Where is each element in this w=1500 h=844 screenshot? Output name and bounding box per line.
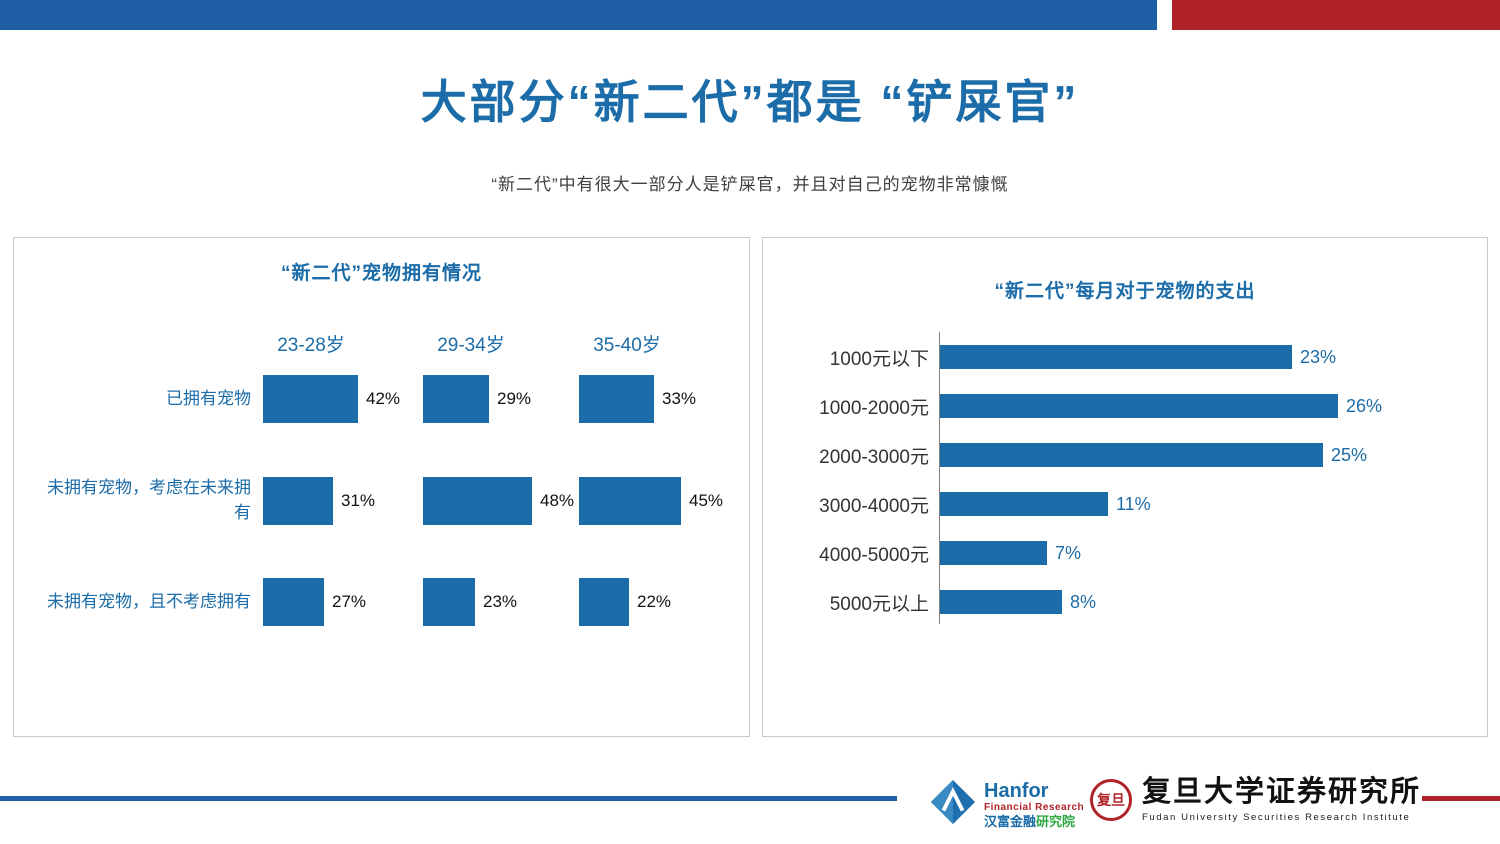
fudan-english-name: Fudan University Securities Research Ins… (1142, 811, 1411, 823)
spending-value-label: 8% (1070, 591, 1097, 612)
ownership-value-label: 22% (637, 592, 672, 611)
spending-category-label: 1000元以下 (829, 348, 929, 370)
ownership-value-label: 23% (483, 592, 518, 611)
spending-value-label: 11% (1116, 493, 1151, 514)
ownership-bar (579, 477, 681, 525)
spending-category-label: 1000-2000元 (819, 397, 929, 419)
spending-value-label: 7% (1055, 542, 1082, 563)
ownership-value-label: 33% (662, 389, 697, 408)
ownership-bar (263, 375, 358, 423)
hanfor-logo: Hanfor Financial Research 汉富金融研究院 (930, 779, 1084, 830)
spending-bar (940, 443, 1323, 467)
ownership-chart: 23-28岁 29-34岁 35-40岁已拥有宠物 42% 29% 33% 未拥有宠物，考虑… (14, 238, 749, 736)
footer-blue-line (0, 796, 897, 801)
spending-bar (940, 394, 1338, 418)
hanfor-brand-name: Hanfor (984, 779, 1049, 802)
ownership-bar (263, 578, 324, 626)
spending-category-label: 5000元以上 (829, 593, 929, 615)
ownership-bar (263, 477, 333, 525)
spending-chart-title: “新二代”每月对于宠物的支出 (994, 281, 1256, 302)
hanfor-brand-subtitle: Financial Research (984, 801, 1085, 813)
age-group-header: 23-28岁 (277, 335, 345, 356)
ownership-category-label: 已拥有宠物 (166, 388, 251, 408)
spending-value-label: 23% (1300, 346, 1337, 367)
spending-value-label: 25% (1331, 444, 1368, 465)
ownership-chart-title: “新二代”宠物拥有情况 (280, 263, 482, 284)
ownership-value-label: 27% (332, 592, 367, 611)
ownership-bar (579, 375, 654, 423)
ownership-bar (423, 477, 532, 525)
spending-category-label: 4000-5000元 (819, 544, 929, 566)
fudan-logo: 复旦 复旦大学证券研究所 Fudan University Securities… (1090, 776, 1422, 823)
ownership-value-label: 42% (366, 389, 401, 408)
ownership-value-label: 29% (497, 389, 532, 408)
hanfor-diamond-icon (930, 779, 976, 830)
ownership-bar (423, 578, 475, 626)
ownership-chart-panel: “新二代”宠物拥有情况 23-28岁 29-34岁 35-40岁已拥有宠物 42% 29… (13, 237, 750, 737)
spending-bar (940, 590, 1062, 614)
spending-chart-panel: “新二代”每月对于宠物的支出 1000元以下 23% 1000-2000元 26% 20… (762, 237, 1488, 737)
top-red-bar (1172, 0, 1500, 30)
ownership-bar (579, 578, 629, 626)
ownership-value-label: 48% (540, 491, 575, 510)
hanfor-cn-main: 汉富金融 (984, 813, 1037, 829)
spending-category-label: 2000-3000元 (819, 446, 929, 468)
age-group-header: 35-40岁 (593, 335, 661, 356)
ownership-value-label: 45% (689, 491, 724, 510)
age-group-header: 29-34岁 (437, 335, 505, 356)
hanfor-cn-suffix: 研究院 (1036, 813, 1076, 829)
ownership-category-label: 未拥有宠物，且不考虑拥有 (47, 591, 251, 611)
ownership-category-label: 未拥有宠物，考虑在未来拥有 (47, 478, 251, 522)
spending-bar (940, 541, 1047, 565)
spending-value-label: 26% (1346, 395, 1383, 416)
spending-category-label: 3000-4000元 (819, 495, 929, 517)
top-blue-bar (0, 0, 1157, 30)
spending-axis-line (939, 332, 940, 624)
fudan-chinese-name: 复旦大学证券研究所 (1142, 776, 1422, 808)
spending-bar (940, 345, 1292, 369)
page-subtitle: “新二代”中有很大一部分人是铲屎官，并且对自己的宠物非常慷慨 (491, 175, 1009, 194)
footer-red-line (1422, 796, 1500, 801)
hanfor-chinese-name: 汉富金融研究院 (984, 813, 1084, 829)
hanfor-logo-text: Hanfor Financial Research 汉富金融研究院 (984, 780, 1084, 829)
spending-chart: 1000元以下 23% 1000-2000元 26% 2000-3000元 25% 3000… (763, 238, 1487, 736)
fudan-logo-text: 复旦大学证券研究所 Fudan University Securities Re… (1142, 776, 1422, 823)
page-title: 大部分“新二代”都是 “铲屎官” (420, 76, 1080, 128)
fudan-seal-icon: 复旦 (1090, 778, 1132, 821)
ownership-value-label: 31% (341, 491, 376, 510)
spending-bar (940, 492, 1108, 516)
ownership-bar (423, 375, 489, 423)
